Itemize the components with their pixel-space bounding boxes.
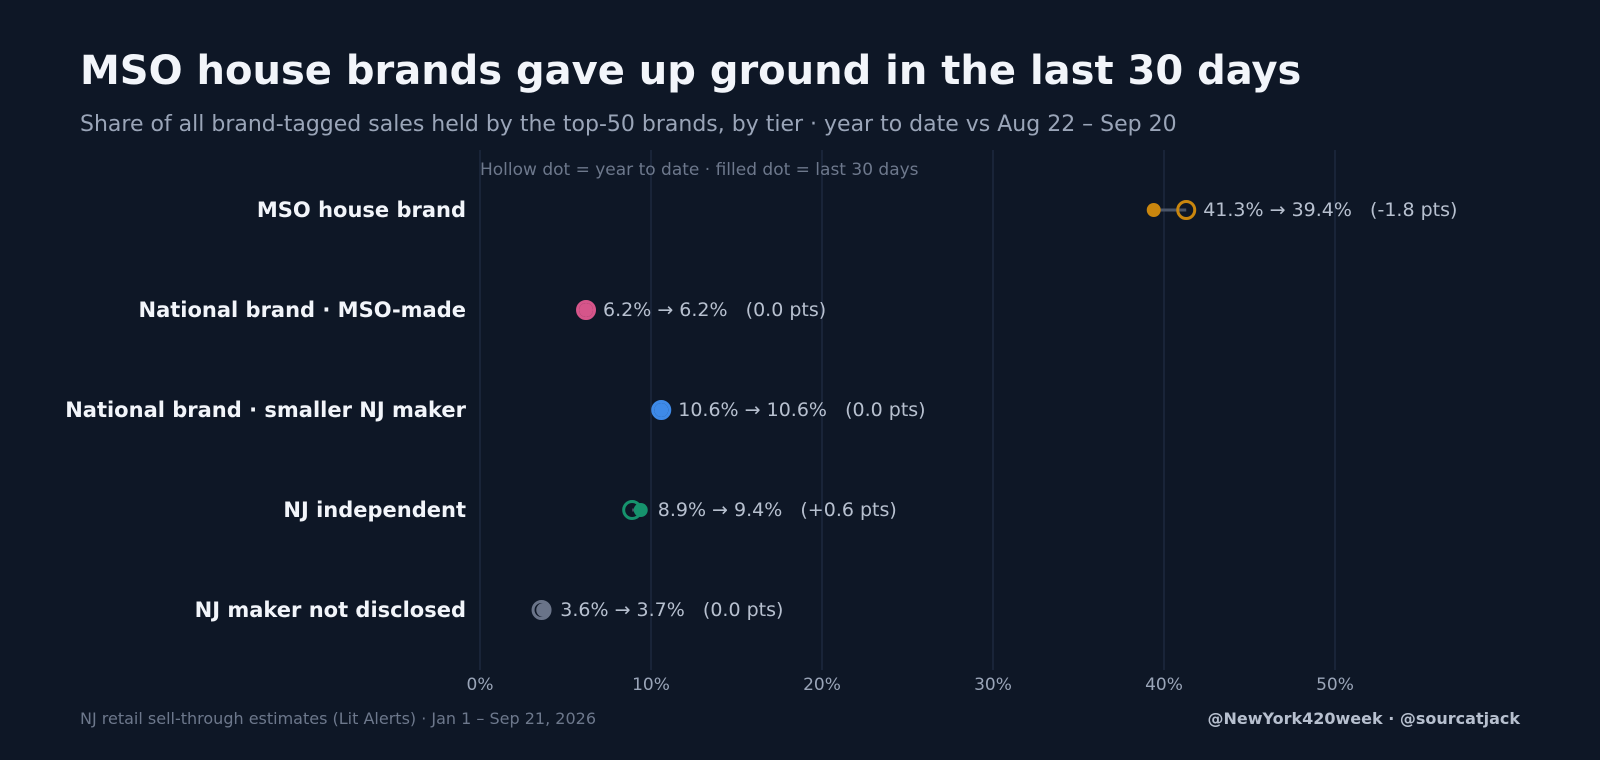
chart-title: MSO house brands gave up ground in the l… xyxy=(80,48,1302,94)
gridlines xyxy=(479,150,1336,670)
x-tick-label: 20% xyxy=(803,675,841,695)
chart-subtitle: Share of all brand-tagged sales held by … xyxy=(80,112,1177,137)
chart-rows: MSO house brand 41.3% → 39.4% (-1.8 pts) N… xyxy=(65,198,1457,622)
last30-dot xyxy=(1146,203,1161,217)
category-label: National brand · smaller NJ maker xyxy=(65,398,466,422)
row-1: MSO house brand 41.3% → 39.4% (-1.8 pts) xyxy=(257,198,1458,222)
ytd-dot xyxy=(651,400,672,420)
row-3: National brand · smaller NJ maker 10.6% →… xyxy=(65,398,925,422)
credits: @NewYork420week · @sourcatjack xyxy=(1207,709,1520,728)
data-label: 10.6% → 10.6% (0.0 pts) xyxy=(678,399,925,421)
category-label: MSO house brand xyxy=(257,198,466,222)
legend-note: Hollow dot = year to date · filled dot =… xyxy=(480,160,919,180)
x-tick-label: 50% xyxy=(1316,675,1354,695)
category-label: NJ maker not disclosed xyxy=(195,598,466,622)
x-tick-label: 30% xyxy=(974,675,1012,695)
last30-dot xyxy=(579,303,594,317)
x-tick-label: 10% xyxy=(632,675,670,695)
last30-dot xyxy=(654,403,669,417)
category-label: National brand · MSO-made xyxy=(139,298,467,322)
source-note: NJ retail sell-through estimates (Lit Al… xyxy=(80,709,596,728)
row-4: NJ independent 8.9% → 9.4% (+0.6 pts) xyxy=(283,498,896,522)
category-label: NJ independent xyxy=(283,498,466,522)
last30-dot xyxy=(633,503,648,517)
x-axis-ticks: 0% 10% 20% 30% 40% 50% xyxy=(467,675,1354,695)
x-tick-label: 40% xyxy=(1145,675,1183,695)
data-label: 8.9% → 9.4% (+0.6 pts) xyxy=(658,499,897,521)
row-2: National brand · MSO-made 6.2% → 6.2% (0.… xyxy=(139,298,827,322)
data-label: 6.2% → 6.2% (0.0 pts) xyxy=(603,299,826,321)
data-label: 41.3% → 39.4% (-1.8 pts) xyxy=(1203,199,1457,221)
ytd-dot xyxy=(1176,200,1197,220)
data-label: 3.6% → 3.7% (0.0 pts) xyxy=(560,599,783,621)
row-5: NJ maker not disclosed 3.6% → 3.7% (0.0 p… xyxy=(195,598,784,622)
x-tick-label: 0% xyxy=(467,675,494,695)
last30-dot xyxy=(536,603,551,617)
ytd-dot xyxy=(576,300,597,320)
